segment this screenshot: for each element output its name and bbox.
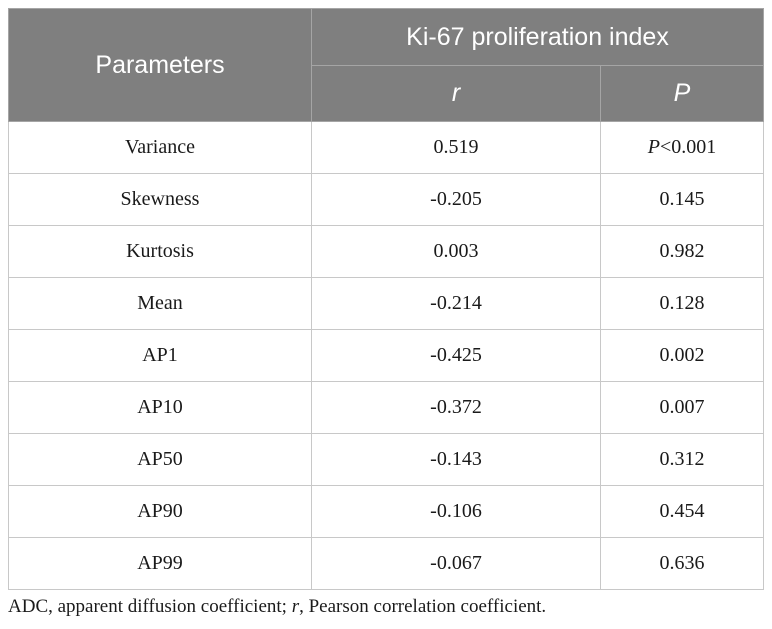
cell-p-value: 0.454 — [600, 485, 764, 538]
table-row: AP10 -0.372 0.007 — [8, 381, 764, 434]
p-prefix: P — [647, 136, 660, 158]
cell-parameter: Skewness — [8, 173, 312, 226]
table-row: Skewness -0.205 0.145 — [8, 173, 764, 226]
p-value-text: 0.454 — [659, 500, 705, 522]
p-value-text: 0.636 — [659, 552, 705, 574]
cell-p-value: 0.982 — [600, 225, 764, 278]
header-r: r — [311, 65, 601, 122]
p-value-text: 0.145 — [659, 188, 705, 210]
footnote-r: r — [291, 596, 300, 617]
table-header: Parameters Ki-67 proliferation index r P — [8, 8, 764, 122]
cell-parameter: AP90 — [8, 485, 312, 538]
cell-r-value: -0.214 — [311, 277, 601, 330]
table-row: AP50 -0.143 0.312 — [8, 433, 764, 486]
footnote-part2: , Pearson correlation coefficient. — [299, 596, 547, 617]
cell-r-value: -0.106 — [311, 485, 601, 538]
cell-r-value: -0.425 — [311, 329, 601, 382]
p-value-text: <0.001 — [659, 136, 717, 158]
table-row: AP1 -0.425 0.002 — [8, 329, 764, 382]
p-value-text: 0.002 — [659, 344, 705, 366]
table-footnote: ADC, apparent diffusion coefficient; r, … — [8, 596, 546, 618]
cell-parameter: AP50 — [8, 433, 312, 486]
p-value-text: 0.007 — [659, 396, 705, 418]
cell-parameter: Kurtosis — [8, 225, 312, 278]
cell-p-value: 0.312 — [600, 433, 764, 486]
p-value-text: 0.128 — [659, 292, 705, 314]
table-row: Variance 0.519 P<0.001 — [8, 121, 764, 174]
correlation-table: Parameters Ki-67 proliferation index r P… — [8, 8, 764, 590]
cell-r-value: 0.003 — [311, 225, 601, 278]
header-parameters: Parameters — [8, 8, 312, 122]
cell-parameter: Mean — [8, 277, 312, 330]
cell-r-value: 0.519 — [311, 121, 601, 174]
cell-p-value: P<0.001 — [600, 121, 764, 174]
footnote-part1: ADC, apparent diffusion coefficient; — [8, 596, 292, 617]
cell-r-value: -0.372 — [311, 381, 601, 434]
cell-p-value: 0.007 — [600, 381, 764, 434]
cell-parameter: AP1 — [8, 329, 312, 382]
cell-parameter: Variance — [8, 121, 312, 174]
cell-parameter: AP10 — [8, 381, 312, 434]
cell-parameter: AP99 — [8, 537, 312, 590]
table-body: Variance 0.519 P<0.001 Skewness -0.205 0.145 K… — [8, 121, 764, 590]
table-row: Kurtosis 0.003 0.982 — [8, 225, 764, 278]
table-row: AP99 -0.067 0.636 — [8, 537, 764, 590]
header-ki67-group: Ki-67 proliferation index — [311, 8, 764, 66]
p-value-text: 0.982 — [659, 240, 705, 262]
cell-r-value: -0.067 — [311, 537, 601, 590]
cell-p-value: 0.002 — [600, 329, 764, 382]
cell-p-value: 0.145 — [600, 173, 764, 226]
cell-r-value: -0.143 — [311, 433, 601, 486]
p-value-text: 0.312 — [659, 448, 705, 470]
cell-r-value: -0.205 — [311, 173, 601, 226]
cell-p-value: 0.128 — [600, 277, 764, 330]
table-row: AP90 -0.106 0.454 — [8, 485, 764, 538]
table-row: Mean -0.214 0.128 — [8, 277, 764, 330]
cell-p-value: 0.636 — [600, 537, 764, 590]
header-p: P — [600, 65, 764, 122]
